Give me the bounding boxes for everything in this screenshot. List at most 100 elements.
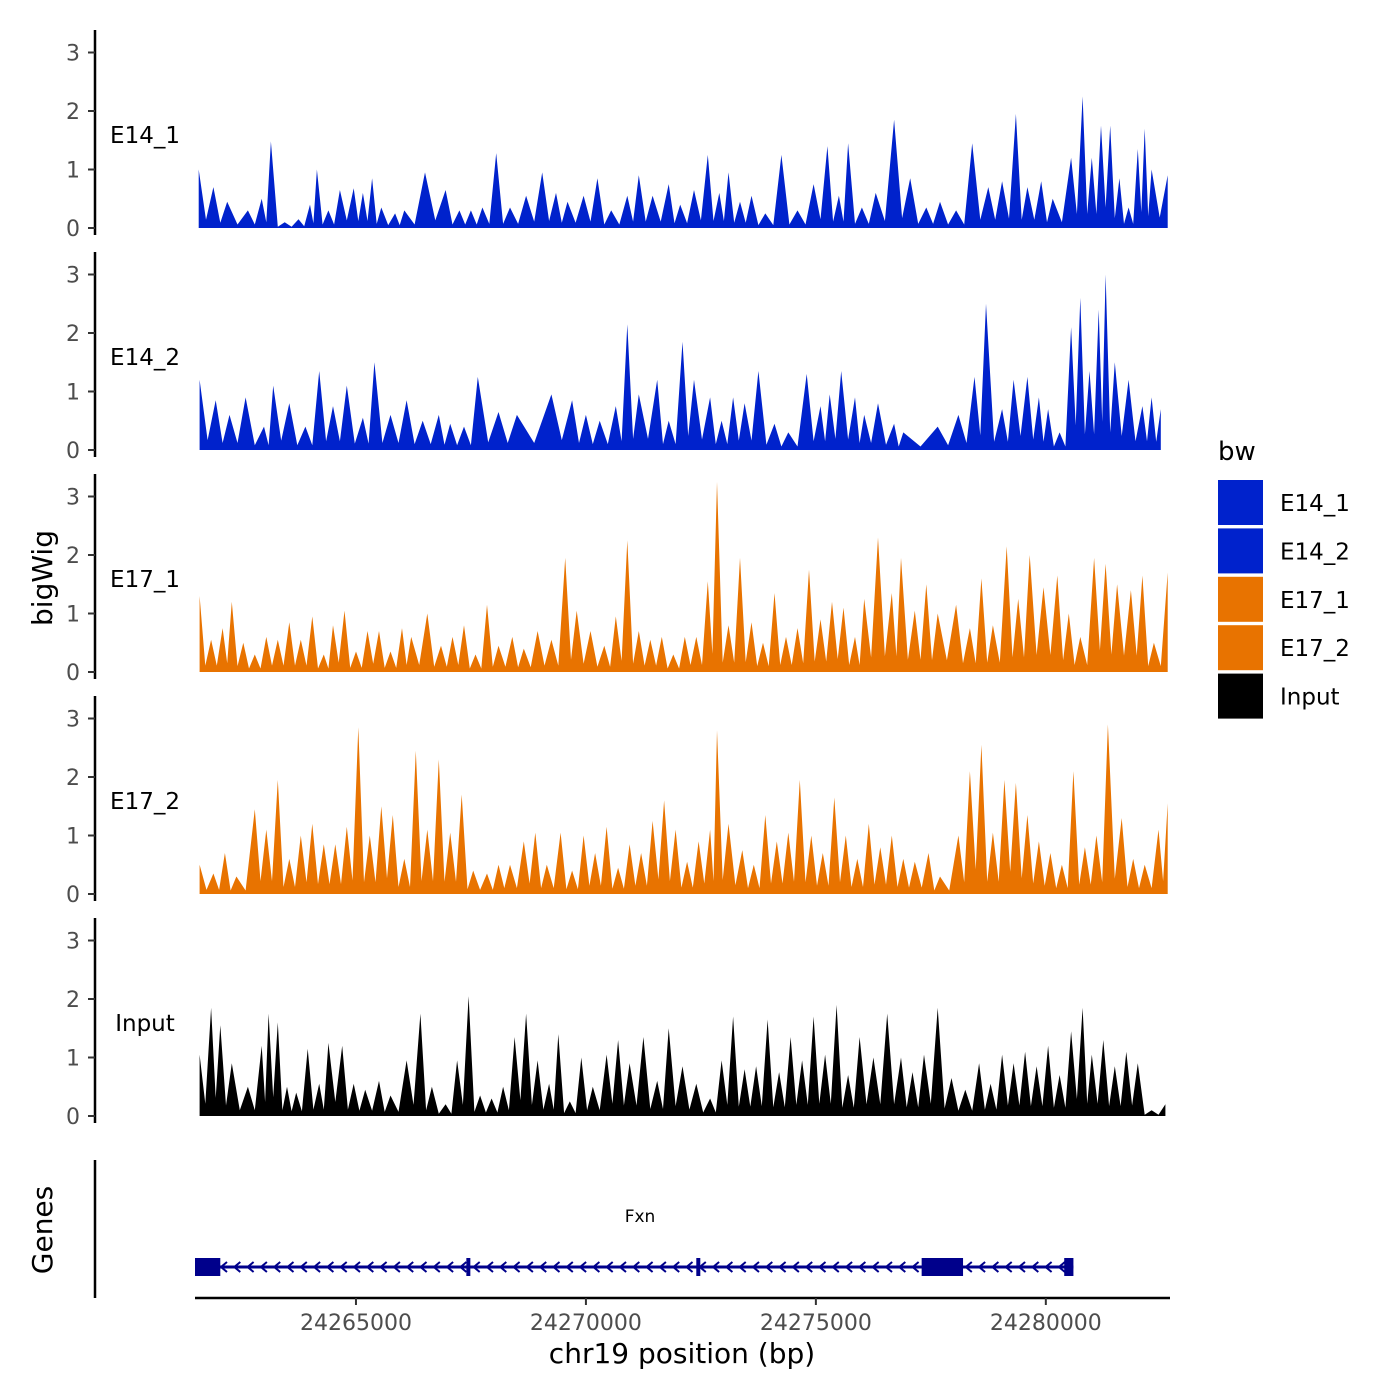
strand-arrow (565, 1261, 574, 1273)
track-label: Input (115, 1011, 175, 1037)
y-tick-label: 0 (66, 661, 80, 686)
strand-arrow (392, 1261, 401, 1273)
track-E17_2: 0 1 2 3 E17_2 (66, 696, 1168, 908)
strand-arrow (724, 1261, 734, 1273)
legend-label: E14_1 (1280, 491, 1350, 517)
strand-arrow (445, 1261, 454, 1273)
strand-arrow (458, 1261, 468, 1273)
strand-arrow (285, 1261, 295, 1273)
x-tick-label: 24280000 (990, 1311, 1102, 1336)
y-tick-label: 2 (66, 100, 80, 125)
strand-arrow (831, 1261, 840, 1273)
strand-arrow (432, 1261, 441, 1273)
strand-arrow (1017, 1261, 1026, 1273)
strand-arrow (671, 1261, 680, 1273)
strand-arrow (738, 1261, 747, 1273)
strand-arrow (990, 1261, 1000, 1273)
y-tick-label: 1 (66, 603, 80, 628)
strand-arrow (764, 1261, 773, 1273)
gene-label: Fxn (625, 1207, 656, 1227)
strand-arrow (498, 1261, 507, 1273)
strand-arrow (246, 1261, 255, 1273)
strand-arrow (1004, 1261, 1013, 1273)
legend-label: E14_2 (1280, 539, 1350, 565)
track-label: E14_2 (110, 345, 180, 371)
genes-axis-label: Genes (26, 1186, 59, 1274)
strand-arrow (232, 1261, 241, 1273)
y-tick-label: 2 (66, 766, 80, 791)
track-label: E14_1 (110, 123, 180, 149)
strand-arrow (525, 1261, 534, 1273)
legend-swatch-E14_1 (1218, 480, 1263, 525)
y-tick-label: 2 (66, 988, 80, 1013)
gene-exon (195, 1258, 221, 1276)
strand-arrow (645, 1261, 654, 1273)
legend-swatch-E17_1 (1218, 576, 1263, 622)
gene-exon (696, 1258, 701, 1276)
strand-arrow (578, 1261, 587, 1273)
strand-arrow (791, 1261, 800, 1273)
y-tick-label: 2 (66, 544, 80, 569)
strand-arrow (711, 1261, 720, 1273)
legend-swatch-Input (1218, 673, 1263, 719)
y-tick-label: 3 (66, 264, 80, 289)
strand-arrow (911, 1261, 920, 1273)
strand-arrow (684, 1261, 694, 1273)
legend-title: bw (1218, 437, 1256, 467)
y-tick-label: 1 (66, 825, 80, 850)
y-tick-label: 0 (66, 217, 80, 242)
y-tick-label: 3 (66, 930, 80, 955)
x-tick-label: 24265000 (300, 1311, 412, 1336)
strand-arrow (219, 1261, 228, 1273)
y-tick-label: 1 (66, 1047, 80, 1072)
strand-arrow (658, 1261, 667, 1273)
y-tick-label: 1 (66, 381, 80, 406)
track-label: E17_1 (110, 567, 180, 593)
strand-arrow (325, 1261, 335, 1273)
strand-arrow (485, 1261, 494, 1273)
strand-arrow (977, 1261, 986, 1273)
strand-arrow (884, 1261, 893, 1273)
strand-arrow (857, 1261, 867, 1273)
strand-arrow (352, 1261, 361, 1273)
legend-swatch-E17_2 (1218, 625, 1263, 671)
coverage-area-E14_1 (198, 96, 1168, 229)
strand-arrow (618, 1261, 627, 1273)
strand-arrow (631, 1261, 640, 1273)
strand-arrow (1030, 1261, 1039, 1273)
x-axis-label: chr19 position (bp) (549, 1337, 815, 1370)
y-tick-label: 3 (66, 42, 80, 67)
y-axis-label: bigWig (26, 530, 59, 626)
track-E14_1: 0 1 2 3 E14_1 (66, 30, 1168, 242)
strand-arrow (551, 1261, 561, 1273)
strand-arrow (591, 1261, 601, 1273)
strand-arrow (299, 1261, 308, 1273)
y-tick-label: 2 (66, 322, 80, 347)
bigwig-tracks: 0 1 2 3 E14_1 0 1 2 3 E14_2 0 1 2 3 E17_1 0 1 2 3 E17_2 0 1 2 3… (66, 30, 1168, 1130)
legend: bw E14_1 E14_2 E17_1 E17_2 Input (1218, 437, 1350, 719)
legend-label: E17_1 (1280, 588, 1350, 614)
coverage-area-E14_2 (199, 274, 1161, 450)
strand-arrow (339, 1261, 348, 1273)
x-axis: 24265000 24270000 24275000 24280000 (195, 1296, 1170, 1336)
strand-arrow (964, 1261, 973, 1273)
track-E14_2: 0 1 2 3 E14_2 (66, 252, 1161, 464)
track-label: E17_2 (110, 789, 180, 815)
coverage-area-E17_1 (199, 481, 1168, 672)
strand-arrow (778, 1261, 787, 1273)
coverage-area-E17_2 (199, 724, 1168, 894)
y-tick-label: 0 (66, 1105, 80, 1130)
y-tick-label: 3 (66, 486, 80, 511)
strand-arrow (472, 1261, 481, 1273)
strand-arrow (259, 1261, 268, 1273)
strand-arrow (379, 1261, 388, 1273)
strand-arrow (1044, 1261, 1053, 1273)
gene-track: Fxn (93, 1160, 1074, 1298)
strand-arrow (844, 1261, 853, 1273)
coverage-area-Input (199, 996, 1166, 1116)
y-tick-label: 0 (66, 439, 80, 464)
track-Input: 0 1 2 3 Input (66, 918, 1166, 1130)
strand-arrow (418, 1261, 428, 1273)
strand-arrow (405, 1261, 414, 1273)
